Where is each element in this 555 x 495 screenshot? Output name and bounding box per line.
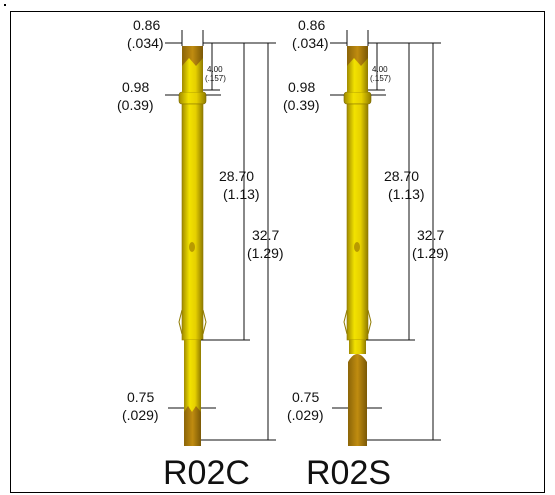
r02c-collar-dia-mm: 0.98 — [122, 79, 149, 95]
r02c-total-len-mm: 32.7 — [252, 227, 279, 243]
probe-r02s — [330, 30, 441, 446]
drawing-frame — [10, 11, 545, 493]
r02c-tip-dia-in: (.034) — [127, 35, 164, 51]
r02c-tip-dia-mm: 0.86 — [133, 17, 160, 33]
r02c-body-len-mm: 28.70 — [219, 168, 254, 184]
r02c-barrel — [181, 103, 204, 341]
r02c-model-name: R02C — [163, 454, 250, 492]
r02c-collar-dia-in: (0.39) — [117, 97, 154, 113]
r02s-dim-lines — [330, 30, 441, 441]
r02s-crimp — [343, 309, 372, 335]
r02s-vent-hole — [354, 242, 360, 252]
r02s-lower-plunger — [349, 340, 366, 354]
r02s-total-len-mm: 32.7 — [417, 227, 444, 243]
r02c-tip-crown — [182, 58, 203, 82]
r02c-bottom-tip — [184, 406, 201, 446]
r02c-head-len-mm: 4.00 — [207, 65, 223, 74]
r02c-vent-hole — [189, 242, 195, 252]
r02s-head-len-mm: 4.00 — [372, 65, 388, 74]
r02c-head-len-in: (.157) — [205, 74, 226, 83]
r02s-bottom-dia-in: (.029) — [287, 407, 324, 423]
r02s-collar — [343, 91, 372, 105]
r02s-total-len-in: (1.29) — [412, 245, 449, 261]
r02s-body-len-mm: 28.70 — [384, 168, 419, 184]
r02s-tip-dia-in: (.034) — [292, 35, 329, 51]
r02s-bottom-tip — [348, 354, 367, 446]
r02c-bottom-dia-in: (.029) — [122, 407, 159, 423]
r02c-crimp — [178, 309, 207, 335]
r02c-body-len-in: (1.13) — [223, 186, 260, 202]
r02s-model-name: R02S — [306, 454, 391, 492]
probe-r02c — [165, 30, 276, 446]
r02s-barrel — [346, 103, 369, 341]
r02s-collar-dia-mm: 0.98 — [288, 79, 315, 95]
r02c-neck — [182, 82, 203, 92]
r02c-total-len-in: (1.29) — [247, 245, 284, 261]
r02s-collar-dia-in: (0.39) — [283, 97, 320, 113]
r02s-neck — [347, 82, 368, 92]
r02s-body-len-in: (1.13) — [388, 186, 425, 202]
r02c-bottom-dia-mm: 0.75 — [127, 389, 154, 405]
r02s-bottom-dia-mm: 0.75 — [292, 389, 319, 405]
r02c-dim-lines — [165, 30, 276, 441]
r02c-lower-plunger — [184, 340, 201, 412]
corner-mark — [4, 4, 6, 6]
r02s-head-len-in: (.157) — [370, 74, 391, 83]
r02s-tip-dia-mm: 0.86 — [298, 17, 325, 33]
r02s-tip-crown — [347, 58, 368, 82]
r02c-collar — [178, 91, 207, 105]
